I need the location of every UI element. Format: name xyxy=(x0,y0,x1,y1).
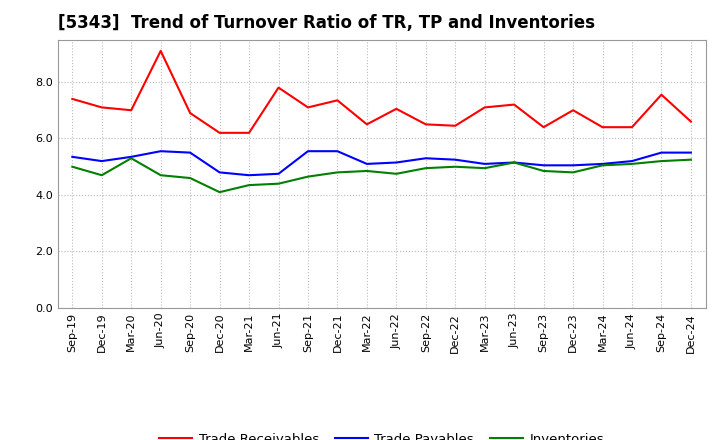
Trade Payables xyxy=(97,158,106,164)
Trade Payables xyxy=(451,157,459,162)
Inventories xyxy=(215,190,224,195)
Trade Payables xyxy=(186,150,194,155)
Inventories xyxy=(363,169,372,174)
Trade Payables xyxy=(628,158,636,164)
Line: Trade Payables: Trade Payables xyxy=(72,151,691,175)
Trade Payables xyxy=(304,149,312,154)
Trade Receivables xyxy=(333,98,342,103)
Trade Receivables xyxy=(510,102,518,107)
Trade Payables xyxy=(333,149,342,154)
Trade Payables xyxy=(392,160,400,165)
Trade Receivables xyxy=(480,105,489,110)
Trade Payables xyxy=(598,161,607,167)
Trade Receivables xyxy=(687,119,696,124)
Trade Payables xyxy=(480,161,489,167)
Trade Payables xyxy=(421,156,430,161)
Trade Payables xyxy=(274,171,283,176)
Inventories xyxy=(127,156,135,161)
Line: Inventories: Inventories xyxy=(72,158,691,192)
Legend: Trade Receivables, Trade Payables, Inventories: Trade Receivables, Trade Payables, Inven… xyxy=(154,427,609,440)
Inventories xyxy=(97,172,106,178)
Trade Receivables xyxy=(186,110,194,116)
Trade Receivables xyxy=(304,105,312,110)
Trade Receivables xyxy=(156,48,165,54)
Inventories xyxy=(480,165,489,171)
Trade Receivables xyxy=(451,123,459,128)
Trade Receivables xyxy=(628,125,636,130)
Inventories xyxy=(304,174,312,179)
Trade Receivables xyxy=(215,130,224,136)
Inventories xyxy=(186,176,194,181)
Inventories xyxy=(657,158,666,164)
Trade Receivables xyxy=(68,96,76,102)
Trade Receivables xyxy=(392,106,400,111)
Trade Payables xyxy=(539,163,548,168)
Trade Receivables xyxy=(363,122,372,127)
Trade Receivables xyxy=(539,125,548,130)
Inventories xyxy=(274,181,283,186)
Line: Trade Receivables: Trade Receivables xyxy=(72,51,691,133)
Trade Receivables xyxy=(421,122,430,127)
Trade Receivables xyxy=(598,125,607,130)
Inventories xyxy=(68,164,76,169)
Trade Receivables xyxy=(569,108,577,113)
Trade Payables xyxy=(215,170,224,175)
Trade Payables xyxy=(245,172,253,178)
Trade Payables xyxy=(687,150,696,155)
Inventories xyxy=(628,161,636,167)
Trade Payables xyxy=(569,163,577,168)
Trade Payables xyxy=(510,160,518,165)
Inventories xyxy=(392,171,400,176)
Trade Receivables xyxy=(274,85,283,90)
Text: [5343]  Trend of Turnover Ratio of TR, TP and Inventories: [5343] Trend of Turnover Ratio of TR, TP… xyxy=(58,15,595,33)
Inventories xyxy=(687,157,696,162)
Trade Payables xyxy=(363,161,372,167)
Trade Receivables xyxy=(97,105,106,110)
Trade Payables xyxy=(657,150,666,155)
Trade Payables xyxy=(68,154,76,159)
Trade Payables xyxy=(127,154,135,159)
Trade Payables xyxy=(156,149,165,154)
Inventories xyxy=(569,170,577,175)
Inventories xyxy=(421,165,430,171)
Trade Receivables xyxy=(127,108,135,113)
Inventories xyxy=(598,163,607,168)
Trade Receivables xyxy=(657,92,666,97)
Inventories xyxy=(510,160,518,165)
Trade Receivables xyxy=(245,130,253,136)
Inventories xyxy=(156,172,165,178)
Inventories xyxy=(245,183,253,188)
Inventories xyxy=(451,164,459,169)
Inventories xyxy=(333,170,342,175)
Inventories xyxy=(539,169,548,174)
